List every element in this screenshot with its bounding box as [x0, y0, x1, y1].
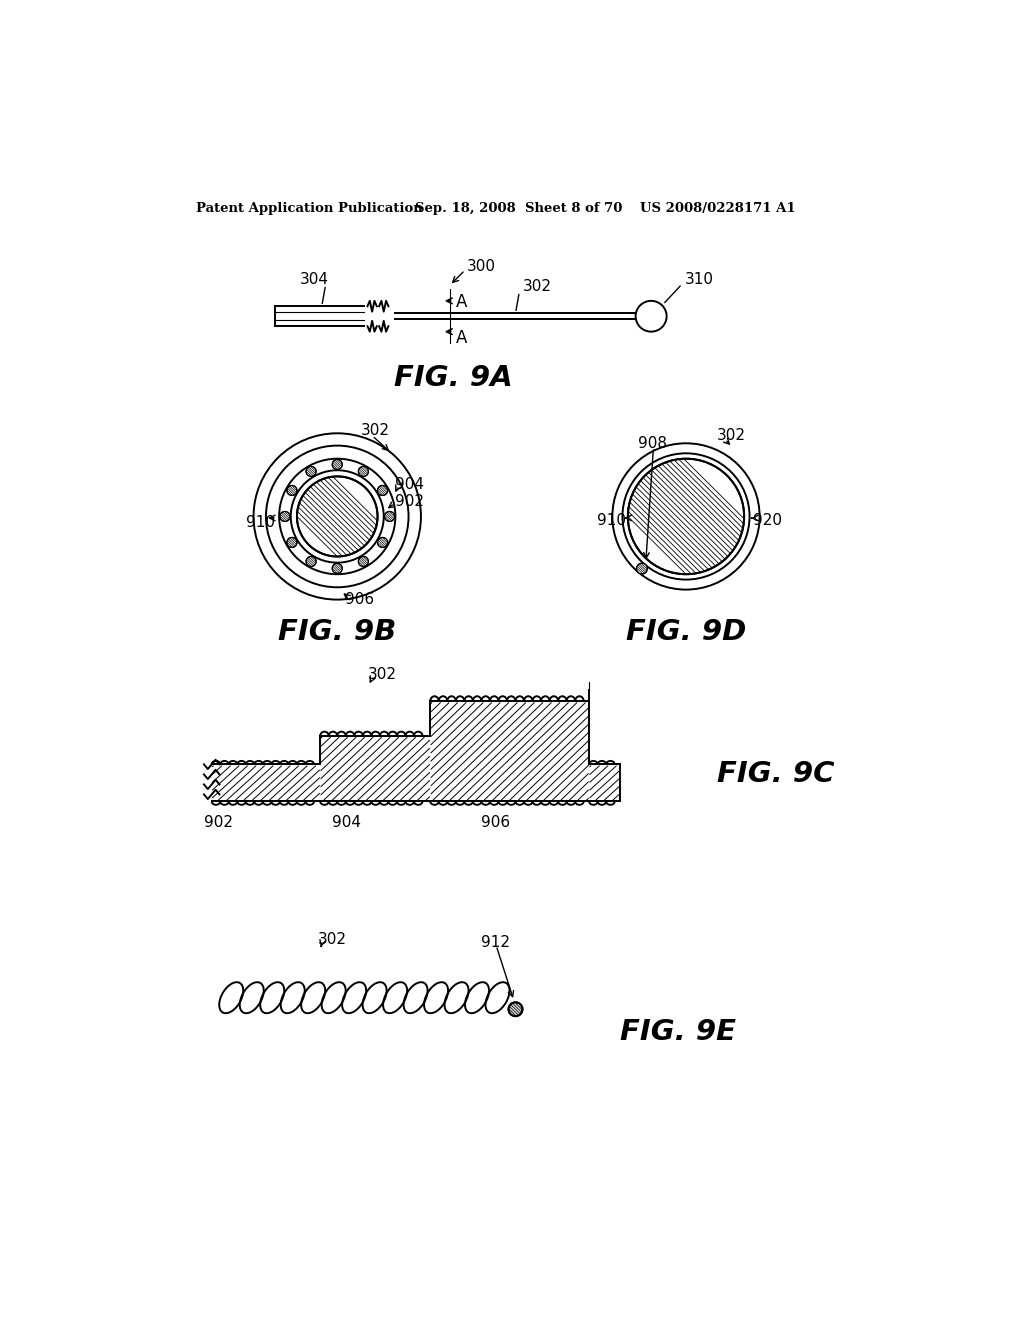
Ellipse shape	[424, 982, 449, 1014]
Circle shape	[280, 458, 395, 574]
Circle shape	[509, 1002, 522, 1016]
Text: Sep. 18, 2008  Sheet 8 of 70: Sep. 18, 2008 Sheet 8 of 70	[415, 202, 623, 215]
Ellipse shape	[465, 982, 489, 1014]
Text: A: A	[456, 293, 467, 312]
Text: US 2008/0228171 A1: US 2008/0228171 A1	[640, 202, 795, 215]
Text: 906: 906	[345, 593, 374, 607]
Text: 908: 908	[638, 436, 667, 451]
Text: 304: 304	[299, 272, 329, 286]
Text: 302: 302	[317, 932, 347, 948]
Ellipse shape	[260, 982, 285, 1014]
Text: 920: 920	[754, 512, 782, 528]
Text: 302: 302	[717, 428, 746, 444]
Text: 906: 906	[480, 816, 510, 830]
Text: FIG. 9E: FIG. 9E	[621, 1018, 736, 1047]
Text: 902: 902	[204, 816, 232, 830]
Text: FIG. 9B: FIG. 9B	[279, 618, 396, 645]
Text: 904: 904	[395, 477, 424, 491]
Text: FIG. 9C: FIG. 9C	[717, 760, 835, 788]
Text: 902: 902	[395, 494, 424, 508]
Polygon shape	[297, 477, 378, 557]
Ellipse shape	[444, 982, 469, 1014]
Text: 310: 310	[684, 272, 714, 286]
Text: FIG. 9A: FIG. 9A	[394, 364, 513, 392]
Text: 910: 910	[246, 515, 274, 531]
Text: 302: 302	[360, 422, 389, 438]
Circle shape	[358, 557, 369, 566]
Ellipse shape	[342, 982, 367, 1014]
Ellipse shape	[322, 982, 346, 1014]
Ellipse shape	[301, 982, 326, 1014]
Ellipse shape	[281, 982, 305, 1014]
Ellipse shape	[219, 982, 244, 1014]
Circle shape	[306, 557, 316, 566]
Circle shape	[637, 564, 647, 574]
Text: 300: 300	[467, 259, 496, 273]
Circle shape	[358, 466, 369, 477]
Ellipse shape	[240, 982, 264, 1014]
Ellipse shape	[362, 982, 387, 1014]
Text: A: A	[456, 329, 467, 347]
Circle shape	[287, 486, 297, 495]
Circle shape	[291, 470, 384, 562]
Circle shape	[378, 486, 388, 495]
Text: Patent Application Publication: Patent Application Publication	[197, 202, 423, 215]
Circle shape	[378, 537, 388, 548]
Circle shape	[332, 459, 342, 470]
Text: 302: 302	[369, 667, 397, 682]
Text: 904: 904	[332, 816, 360, 830]
Ellipse shape	[485, 982, 510, 1014]
Text: FIG. 9D: FIG. 9D	[626, 618, 746, 645]
Circle shape	[385, 511, 394, 521]
Circle shape	[287, 537, 297, 548]
Circle shape	[306, 466, 316, 477]
Text: 302: 302	[523, 279, 552, 294]
Text: 910: 910	[597, 512, 626, 528]
Circle shape	[628, 458, 744, 574]
Circle shape	[280, 511, 290, 521]
Ellipse shape	[383, 982, 408, 1014]
Ellipse shape	[403, 982, 428, 1014]
Text: 912: 912	[480, 935, 510, 950]
Circle shape	[332, 564, 342, 573]
